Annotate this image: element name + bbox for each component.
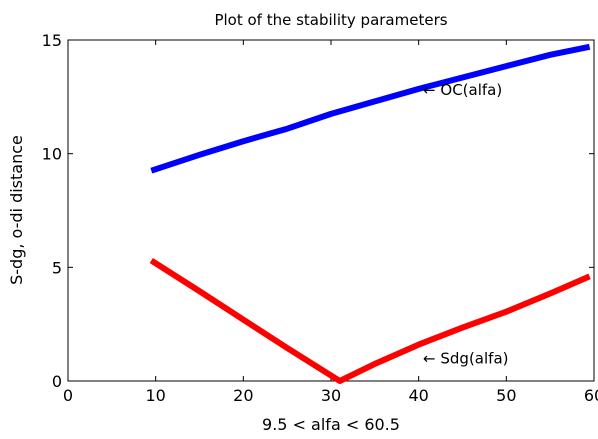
series-lines: [149, 43, 591, 384]
y-axis-label: S-dg, o-di distance: [7, 135, 26, 285]
x-tick-label: 40: [408, 386, 428, 405]
y-tick-label: 5: [52, 258, 62, 277]
y-tick-label: 15: [42, 31, 62, 50]
annotation-label: ← Sdg(alfa): [423, 349, 508, 367]
axis-ticks: 0 10 20 30 40 50 60 0 5 10 15: [42, 31, 598, 405]
x-tick-label: 60: [584, 386, 598, 405]
x-tick-label: 20: [233, 386, 253, 405]
series-line-sdg-alfa: [149, 257, 591, 384]
series-line-oc-alfa: [150, 43, 591, 174]
x-tick-label: 10: [145, 386, 165, 405]
x-tick-label: 0: [63, 386, 73, 405]
annotation-label: ← OC(alfa): [423, 81, 502, 99]
y-tick-label: 0: [52, 372, 62, 391]
x-tick-label: 50: [496, 386, 516, 405]
chart-title: Plot of the stability parameters: [214, 11, 447, 29]
y-tick-label: 10: [42, 145, 62, 164]
plot-area: [67, 39, 595, 382]
x-tick-label: 30: [321, 386, 341, 405]
x-axis-label: 9.5 < alfa < 60.5: [262, 415, 400, 434]
annotations: ← OC(alfa) ← Sdg(alfa): [423, 81, 508, 367]
